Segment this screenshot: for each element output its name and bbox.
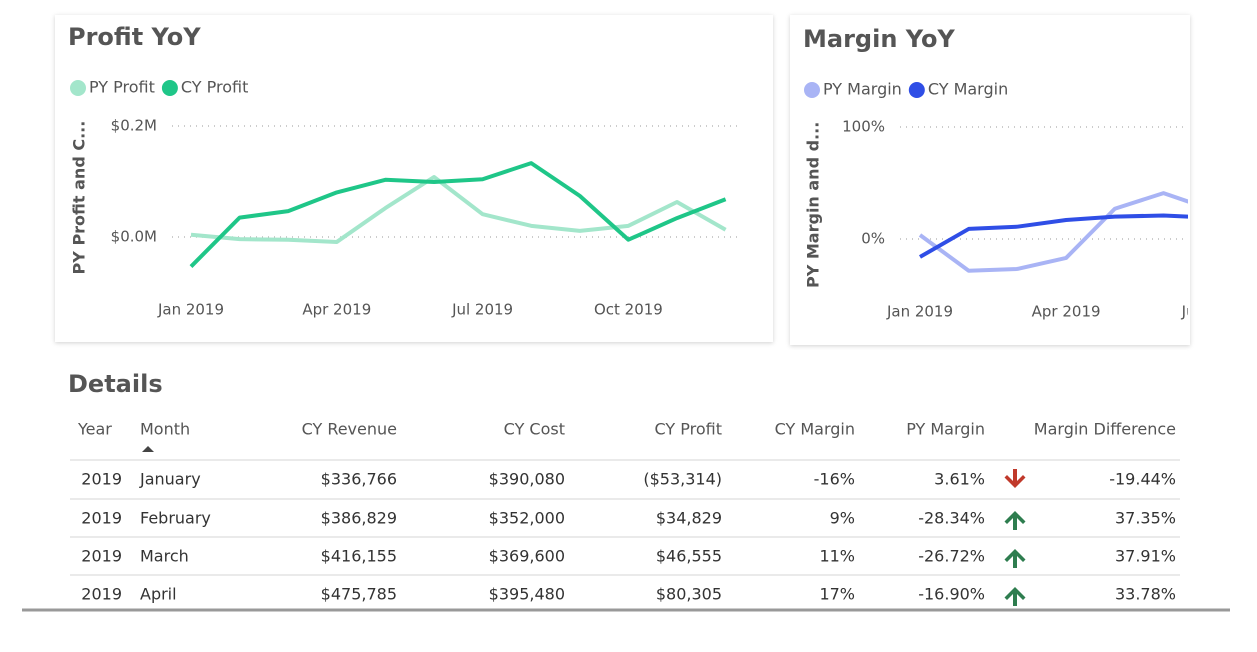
table-cell: -19.44% xyxy=(1109,470,1176,489)
legend-swatch xyxy=(804,82,820,98)
details-table: Details Year Month CY Revenue CY Cost CY Pro… xyxy=(68,370,1180,606)
table-cell: $80,305 xyxy=(656,585,722,604)
x-tick-label: Jan 2019 xyxy=(886,303,953,321)
series-line xyxy=(190,175,727,244)
table-cell: 2019 xyxy=(81,470,122,489)
legend-label: CY Profit xyxy=(181,78,248,97)
table-cell: 2019 xyxy=(81,509,122,528)
table-cell: -16.90% xyxy=(918,585,985,604)
table-cell: April xyxy=(140,585,177,604)
profit-chart: Profit YoY PY Profit CY Profit PY Profit an… xyxy=(68,23,742,319)
table-cell: $390,080 xyxy=(489,470,565,489)
table-cell: $352,000 xyxy=(489,509,565,528)
margin-card xyxy=(790,15,1190,345)
column-header: CY Cost xyxy=(504,420,565,439)
table-cell: $475,785 xyxy=(321,585,397,604)
column-header: Margin Difference xyxy=(1034,420,1176,439)
table-cell: $34,829 xyxy=(656,509,722,528)
y-axis-title: PY Profit and C... xyxy=(70,121,89,275)
table-cell: March xyxy=(140,547,189,566)
table-cell: 17% xyxy=(819,585,855,604)
column-header: CY Margin xyxy=(775,420,855,439)
arrow-up-icon xyxy=(1004,587,1026,606)
y-tick-label: $0.0M xyxy=(111,227,157,245)
table-cell: 33.78% xyxy=(1115,585,1176,604)
series-line xyxy=(919,213,1188,259)
table-cell: 3.61% xyxy=(934,470,985,489)
arrow-down-icon xyxy=(1004,469,1026,488)
table-cell: 11% xyxy=(819,547,855,566)
x-tick-label: Apr 2019 xyxy=(302,301,371,319)
sort-indicator xyxy=(142,446,154,452)
legend-label: CY Margin xyxy=(928,80,1008,99)
x-tick-label: Apr 2019 xyxy=(1032,303,1101,321)
column-header: Month xyxy=(140,420,190,439)
column-header: CY Profit xyxy=(655,420,722,439)
table-cell: $395,480 xyxy=(489,585,565,604)
margin-chart: Margin YoY PY Margin CY Margin PY Margin an… xyxy=(803,25,1243,321)
y-tick-label: $0.2M xyxy=(111,116,157,134)
chart-title: Profit YoY xyxy=(68,23,201,51)
table-cell: January xyxy=(139,470,201,489)
table-cell: 2019 xyxy=(81,547,122,566)
details-card xyxy=(55,350,1187,610)
column-header: PY Margin xyxy=(906,420,985,439)
table-cell: $369,600 xyxy=(489,547,565,566)
table-cell: -28.34% xyxy=(918,509,985,528)
y-tick-label: 100% xyxy=(842,118,885,136)
table-cell: 9% xyxy=(830,509,855,528)
series-line xyxy=(918,191,1188,273)
table-cell: ($53,314) xyxy=(643,470,722,489)
y-tick-label: 0% xyxy=(861,230,885,248)
x-tick-label: Jul 2019 xyxy=(1181,303,1243,321)
series-line xyxy=(189,161,727,268)
legend-swatch xyxy=(908,82,925,98)
x-tick-label: Jan 2019 xyxy=(157,301,224,319)
legend-swatch xyxy=(70,80,86,96)
table-cell: 37.91% xyxy=(1115,547,1176,566)
legend-label: PY Margin xyxy=(823,80,902,99)
column-header: Year xyxy=(77,420,112,439)
profit-card xyxy=(55,15,773,342)
legend-label: PY Profit xyxy=(89,78,155,97)
table-cell: $46,555 xyxy=(656,547,722,566)
y-axis-title: PY Margin and d... xyxy=(804,122,823,288)
table-cell: -16% xyxy=(814,470,855,489)
table-cell: 2019 xyxy=(81,585,122,604)
table-title: Details xyxy=(68,370,163,398)
chart-title: Margin YoY xyxy=(803,25,955,53)
column-header: CY Revenue xyxy=(302,420,397,439)
x-tick-label: Oct 2019 xyxy=(594,301,663,319)
arrow-up-icon xyxy=(1004,549,1026,568)
legend-swatch xyxy=(161,80,178,96)
table-cell: -26.72% xyxy=(918,547,985,566)
table-cell: $336,766 xyxy=(321,470,397,489)
table-cell: $416,155 xyxy=(321,547,397,566)
table-cell: $386,829 xyxy=(321,509,397,528)
table-cell: February xyxy=(140,509,211,528)
table-cell: 37.35% xyxy=(1115,509,1176,528)
x-tick-label: Jul 2019 xyxy=(451,301,513,319)
arrow-up-icon xyxy=(1004,511,1026,530)
